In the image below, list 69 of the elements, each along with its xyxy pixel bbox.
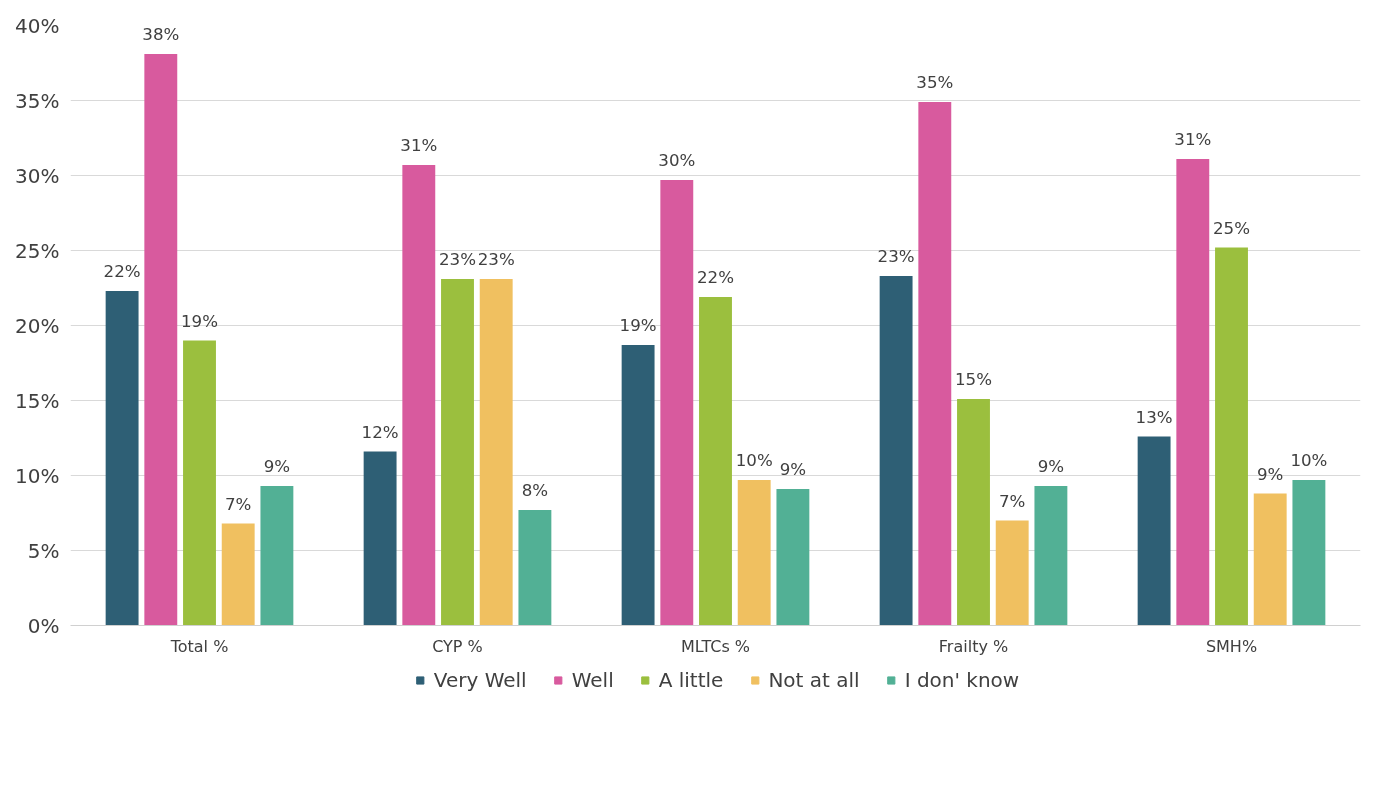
y-tick-label: 25% bbox=[15, 238, 60, 263]
legend-label: I don' know bbox=[904, 668, 1020, 692]
y-tick-label: 15% bbox=[15, 388, 60, 413]
data-label: 19% bbox=[619, 316, 657, 335]
bar bbox=[621, 345, 655, 626]
bar bbox=[995, 520, 1029, 626]
bar bbox=[221, 523, 255, 626]
data-label: 38% bbox=[142, 25, 180, 44]
bar bbox=[1034, 486, 1068, 626]
data-label: 30% bbox=[658, 151, 696, 170]
data-label: 23% bbox=[877, 247, 915, 266]
data-label: 8% bbox=[521, 481, 549, 500]
bar bbox=[1215, 247, 1248, 626]
bar bbox=[879, 276, 913, 626]
bar bbox=[441, 279, 474, 626]
bar bbox=[260, 486, 294, 626]
data-label: 9% bbox=[779, 460, 807, 479]
data-label: 22% bbox=[103, 262, 141, 281]
y-tick-label: 10% bbox=[15, 463, 60, 488]
x-tick-label: Frailty % bbox=[938, 636, 1009, 656]
bar bbox=[1292, 480, 1326, 626]
legend-label: Not at all bbox=[768, 668, 860, 692]
y-tick-label: 40% bbox=[15, 13, 60, 38]
data-label: 31% bbox=[400, 136, 438, 155]
legend-label: A little bbox=[658, 668, 724, 692]
bar bbox=[183, 340, 216, 626]
data-label: 12% bbox=[361, 422, 399, 442]
data-label: 19% bbox=[180, 311, 219, 331]
data-label: 25% bbox=[1212, 218, 1251, 238]
y-tick-label: 20% bbox=[15, 313, 60, 338]
data-label: 23% bbox=[438, 250, 477, 269]
data-label: 9% bbox=[1037, 457, 1065, 476]
data-label: 7% bbox=[224, 494, 252, 514]
bar bbox=[1253, 493, 1287, 626]
data-label: 35% bbox=[916, 73, 954, 92]
data-label: 22% bbox=[696, 268, 735, 287]
bar bbox=[402, 165, 436, 626]
y-tick-label: 5% bbox=[27, 538, 60, 563]
y-tick-label: 35% bbox=[15, 88, 60, 113]
data-label: 10% bbox=[1290, 451, 1328, 470]
data-label: 10% bbox=[735, 451, 773, 470]
bar bbox=[660, 180, 694, 626]
bar bbox=[518, 510, 552, 626]
bar bbox=[957, 399, 990, 626]
y-tick-label: 30% bbox=[15, 163, 60, 188]
x-tick-label: CYP % bbox=[432, 636, 483, 656]
bar bbox=[1176, 159, 1210, 626]
legend-label: Very Well bbox=[433, 668, 527, 692]
bar bbox=[105, 291, 139, 626]
bar bbox=[363, 451, 397, 626]
bar bbox=[776, 489, 810, 626]
data-label: 31% bbox=[1174, 130, 1212, 149]
x-tick-label: SMH% bbox=[1205, 636, 1258, 656]
bar bbox=[1137, 436, 1171, 626]
data-label: 9% bbox=[263, 457, 291, 476]
bar bbox=[737, 480, 771, 626]
y-tick-label: 0% bbox=[27, 613, 60, 638]
x-tick-label: MLTCs % bbox=[680, 636, 751, 656]
data-label: 9% bbox=[1256, 464, 1284, 484]
bar bbox=[699, 297, 732, 626]
bar bbox=[479, 279, 513, 626]
x-tick-label: Total % bbox=[169, 636, 229, 656]
bar bbox=[144, 54, 178, 626]
data-label: 23% bbox=[477, 250, 515, 269]
data-label: 7% bbox=[998, 491, 1026, 511]
legend-label: Well bbox=[571, 668, 614, 692]
data-label: 13% bbox=[1135, 407, 1173, 427]
bar bbox=[918, 102, 952, 626]
data-label: 15% bbox=[954, 370, 993, 389]
